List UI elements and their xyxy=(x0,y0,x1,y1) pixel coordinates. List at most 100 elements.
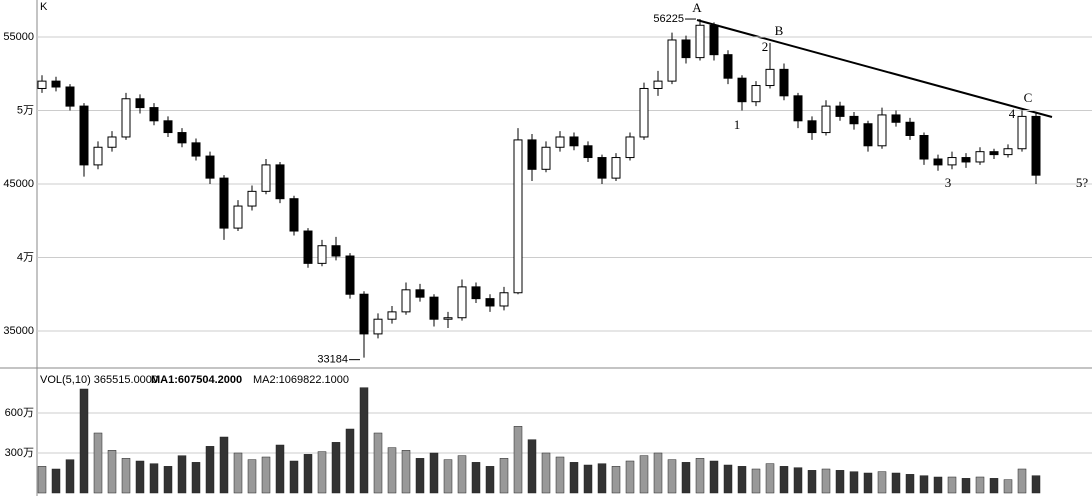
candle-body xyxy=(65,86,75,107)
volume-bar xyxy=(93,432,103,494)
y-tick-label: 300万 xyxy=(5,447,34,459)
candle-body xyxy=(471,286,481,300)
volume-legend: MA1:607504.2000 xyxy=(151,374,242,386)
volume-bar xyxy=(793,467,803,494)
candle-body xyxy=(401,289,411,313)
candle-body xyxy=(807,120,817,134)
volume-bar xyxy=(443,459,453,494)
volume-bar xyxy=(1003,479,1013,494)
candle-body xyxy=(555,136,565,148)
candle-body xyxy=(429,296,439,320)
wave-label: 2 xyxy=(762,39,769,54)
candle-body xyxy=(499,292,509,307)
high-label: 56225 xyxy=(653,13,684,25)
volume-bar xyxy=(891,472,901,494)
candle-body xyxy=(107,136,117,148)
volume-bar xyxy=(877,471,887,494)
candle-body xyxy=(205,155,215,179)
volume-bar xyxy=(415,458,425,494)
candle-body xyxy=(695,24,705,59)
volume-bar xyxy=(975,476,985,494)
volume-bar xyxy=(121,458,131,494)
candle-body xyxy=(289,198,299,232)
candle-body xyxy=(723,54,733,79)
volume-bar xyxy=(569,462,579,494)
wave-label: B xyxy=(775,23,784,38)
candle-body xyxy=(583,145,593,159)
candle-body xyxy=(93,146,103,166)
candle-body xyxy=(933,158,943,166)
candle-body xyxy=(1003,148,1013,156)
candle-body xyxy=(639,87,649,138)
volume-bar xyxy=(345,428,355,494)
volume-bar xyxy=(471,462,481,494)
volume-bar xyxy=(275,444,285,494)
candle-body xyxy=(443,317,453,320)
volume-bar xyxy=(205,446,215,494)
volume-bar xyxy=(177,455,187,494)
volume-bar xyxy=(107,450,117,494)
candle-body xyxy=(611,157,621,179)
volume-bar xyxy=(317,451,327,494)
volume-bar xyxy=(359,387,369,494)
volume-bar xyxy=(709,460,719,494)
candle-body xyxy=(345,255,355,295)
candle-body xyxy=(751,85,761,103)
y-tick-label: 45000 xyxy=(3,178,34,190)
wave-label: 1 xyxy=(734,117,741,132)
volume-bar xyxy=(779,466,789,494)
candle-body xyxy=(793,95,803,122)
volume-bar xyxy=(555,456,565,494)
volume-bar xyxy=(989,478,999,494)
volume-bar xyxy=(387,447,397,494)
volume-bar xyxy=(247,459,257,494)
volume-bar xyxy=(849,471,859,494)
corner-label: K xyxy=(40,1,48,13)
volume-bar xyxy=(373,432,383,494)
volume-bar xyxy=(863,472,873,494)
volume-bar xyxy=(191,462,201,494)
candle-body xyxy=(821,105,831,134)
candle-body xyxy=(261,164,271,192)
volume-bar xyxy=(37,466,47,494)
candle-body xyxy=(905,121,915,137)
volume-bar xyxy=(429,452,439,494)
candle-body xyxy=(275,164,285,200)
volume-bar xyxy=(219,436,229,494)
volume-bar xyxy=(401,450,411,494)
candle-body xyxy=(191,142,201,157)
candle-body xyxy=(779,68,789,97)
volume-bar xyxy=(695,458,705,494)
candle-body xyxy=(135,98,145,109)
volume-bar xyxy=(751,468,761,494)
wave-label: 4 xyxy=(1009,106,1016,121)
volume-bar xyxy=(821,468,831,494)
volume-bar xyxy=(653,452,663,494)
volume-bar xyxy=(1017,468,1027,494)
volume-bar xyxy=(625,460,635,494)
candle-body xyxy=(947,157,957,166)
volume-bar xyxy=(331,442,341,494)
volume-bar xyxy=(611,466,621,494)
candle-body xyxy=(177,132,187,144)
candle-body xyxy=(303,230,313,264)
wave-label: A xyxy=(692,0,702,15)
volume-bar xyxy=(639,455,649,494)
candle-body xyxy=(1017,115,1027,150)
candle-body xyxy=(681,39,691,59)
volume-bar xyxy=(583,464,593,494)
candle-body xyxy=(541,146,551,170)
volume-bar xyxy=(807,470,817,494)
candle-body xyxy=(989,151,999,156)
volume-bar xyxy=(541,452,551,494)
candle-body xyxy=(485,298,495,307)
volume-bar xyxy=(65,459,75,494)
candle-body xyxy=(653,80,663,89)
volume-bar xyxy=(737,466,747,494)
volume-bar xyxy=(667,459,677,494)
candle-body xyxy=(667,39,677,82)
candle-body xyxy=(37,80,47,89)
y-tick-label: 5万 xyxy=(17,104,34,116)
